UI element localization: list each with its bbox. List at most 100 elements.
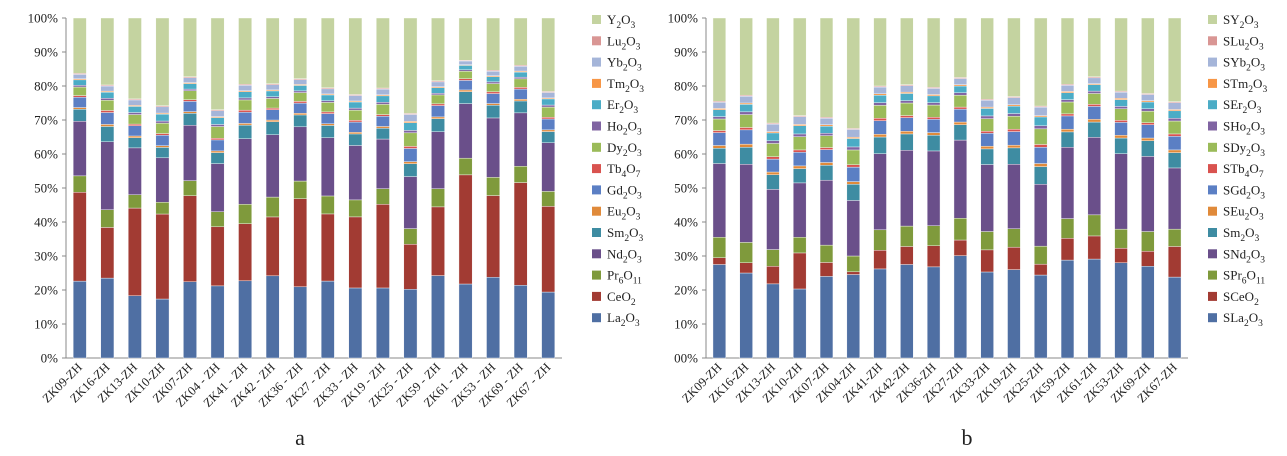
bar-segment-er2o3 xyxy=(486,76,500,83)
bar-segment-pr6o11 xyxy=(980,231,994,251)
bar-segment-pr6o11 xyxy=(72,175,87,193)
bar-segment-eu2o3 xyxy=(155,145,170,148)
legend-swatch xyxy=(592,100,601,110)
bar-segment-pr6o11 xyxy=(1141,231,1155,252)
bar-segment-y2o3 xyxy=(873,17,887,87)
bar-segment-gd2o3 xyxy=(183,101,197,112)
bar-segment-er2o3 xyxy=(926,95,941,103)
bar-segment-eu2o3 xyxy=(431,116,445,119)
bar-segment-dy2o3 xyxy=(846,149,860,165)
bar-segment-la2o3 xyxy=(72,280,87,359)
bar-segment-eu2o3 xyxy=(953,121,968,125)
bar-segment-gd2o3 xyxy=(403,148,418,162)
bar-segment-dy2o3 xyxy=(1141,110,1155,123)
bar-segment-eu2o3 xyxy=(541,129,556,132)
bar-segment-nd2o3 xyxy=(1087,137,1101,216)
bar-segment-gd2o3 xyxy=(348,121,363,133)
bar-segment-gd2o3 xyxy=(1141,124,1155,139)
bar-segment-ceo2 xyxy=(183,195,197,282)
legend-entry: STb4O7 xyxy=(1223,161,1264,180)
bar-segment-tb4o7 xyxy=(72,95,87,98)
bar-segment-pr6o11 xyxy=(793,237,807,254)
bar-segment-ho2o3 xyxy=(210,124,225,127)
legend-swatch xyxy=(1208,57,1217,67)
bar-segment-dy2o3 xyxy=(183,90,197,100)
bar-segment-nd2o3 xyxy=(739,163,753,243)
bar-segment-pr6o11 xyxy=(320,195,335,215)
bar-segment-la2o3 xyxy=(766,283,780,359)
bar-segment-tb4o7 xyxy=(320,111,335,114)
bar-segment-nd2o3 xyxy=(1114,153,1128,230)
legend-entry: Sm2O3 xyxy=(1223,225,1259,244)
bar-segment-sm2o3 xyxy=(183,113,197,126)
bar-segment-pr6o11 xyxy=(873,229,887,251)
legend-entry: SEr2O3 xyxy=(1223,97,1262,116)
bar-segment-ceo2 xyxy=(926,245,941,268)
bar-segment-er2o3 xyxy=(265,90,280,97)
bar-segment-eu2o3 xyxy=(238,123,252,126)
bar-segment-ceo2 xyxy=(210,226,225,287)
bar-segment-la2o3 xyxy=(376,287,390,359)
bar-segment-y2o3 xyxy=(72,17,87,74)
bar-segment-yb2o3 xyxy=(458,60,473,65)
bar-segment-dy2o3 xyxy=(1034,128,1048,145)
bar-segment-sm2o3 xyxy=(712,148,727,164)
bar-segment-nd2o3 xyxy=(712,163,727,238)
bar-segment-tm2o3 xyxy=(1034,115,1048,118)
bar-segment-la2o3 xyxy=(486,277,500,359)
bar-segment-er2o3 xyxy=(348,101,363,109)
bar-segment-ho2o3 xyxy=(265,96,280,99)
bar-segment-la2o3 xyxy=(739,272,753,359)
bar-segment-tm2o3 xyxy=(1141,100,1155,103)
bar-segment-sm2o3 xyxy=(320,125,335,138)
bar-segment-pr6o11 xyxy=(486,177,500,196)
bar-segment-dy2o3 xyxy=(541,106,556,118)
bar-segment-la2o3 xyxy=(513,285,528,359)
y-tick-label: 40% xyxy=(34,215,58,230)
bar-segment-dy2o3 xyxy=(1007,116,1021,130)
bar-segment-dy2o3 xyxy=(1167,120,1182,135)
bar-segment-er2o3 xyxy=(458,65,473,71)
bar-segment-er2o3 xyxy=(183,83,197,90)
bar-segment-y2o3 xyxy=(100,17,115,86)
bar-segment-eu2o3 xyxy=(348,132,363,135)
bar-segment-gd2o3 xyxy=(1114,122,1128,136)
bar-segment-pr6o11 xyxy=(238,204,252,224)
bar-segment-ceo2 xyxy=(458,174,473,285)
bar-segment-gd2o3 xyxy=(793,152,807,167)
bar-segment-ceo2 xyxy=(819,262,834,277)
bar-segment-dy2o3 xyxy=(926,104,941,118)
bar-segment-la2o3 xyxy=(265,275,280,359)
y-tick-label: 100% xyxy=(28,11,59,26)
y-tick-label: 90% xyxy=(34,45,58,60)
bar-segment-yb2o3 xyxy=(1114,91,1128,99)
y-tick-label: 20% xyxy=(674,283,698,298)
legend-entry: Tb4O7 xyxy=(607,161,641,180)
legend-entry: Gd2O3 xyxy=(607,182,642,201)
bar-segment-yb2o3 xyxy=(403,114,418,122)
bar-segment-pr6o11 xyxy=(155,202,170,215)
bar-segment-gd2o3 xyxy=(1034,146,1048,164)
y-tick-label: 80% xyxy=(34,79,58,94)
legend-swatch xyxy=(592,57,601,67)
bar-segment-yb2o3 xyxy=(513,66,528,72)
bar-segment-er2o3 xyxy=(793,125,807,135)
legend-entry: CeO2 xyxy=(607,289,636,308)
bar-segment-tm2o3 xyxy=(712,108,727,111)
bar-segment-dy2o3 xyxy=(513,78,528,88)
bar-segment-nd2o3 xyxy=(403,176,418,229)
bar-segment-ho2o3 xyxy=(320,100,335,103)
bar-segment-sm2o3 xyxy=(458,91,473,104)
bar-segment-la2o3 xyxy=(100,277,115,359)
bar-segment-gd2o3 xyxy=(265,109,280,121)
bar-segment-nd2o3 xyxy=(128,147,142,196)
bar-segment-dy2o3 xyxy=(265,98,280,109)
bar-segment-eu2o3 xyxy=(1167,149,1182,153)
bar-segment-sm2o3 xyxy=(100,126,115,142)
legend-swatch xyxy=(592,313,601,323)
bar-segment-sm2o3 xyxy=(293,114,308,128)
legend-swatch xyxy=(1208,185,1217,195)
bar-segment-yb2o3 xyxy=(846,129,860,138)
bar-segment-la2o3 xyxy=(712,264,727,359)
bar-segment-y2o3 xyxy=(926,17,941,88)
